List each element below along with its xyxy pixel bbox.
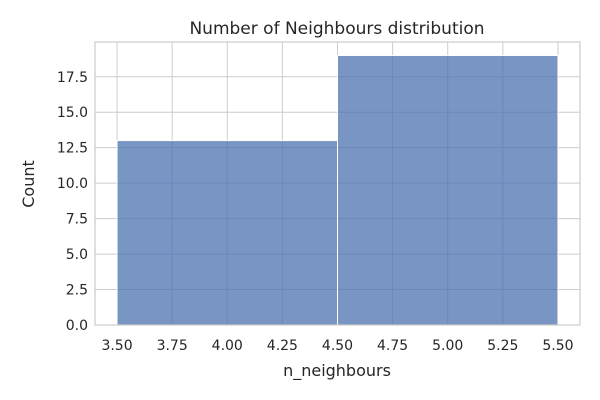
x-tick-label: 4.00 — [212, 338, 243, 354]
x-tick-label: 4.50 — [322, 338, 353, 354]
x-tick-label: 3.75 — [157, 338, 188, 354]
y-tick-label: 5.0 — [66, 247, 88, 263]
y-tick-label: 0.0 — [66, 318, 88, 334]
x-tick-label: 3.50 — [101, 338, 132, 354]
histogram-bar — [337, 54, 559, 326]
x-tick-labels: 3.50 3.75 4.00 4.25 4.50 4.75 5.00 5.25 5.50 — [101, 338, 573, 354]
y-tick-label: 12.5 — [57, 141, 88, 157]
chart-title: Number of Neighbours distribution — [189, 19, 484, 39]
histogram-bar — [116, 140, 338, 326]
y-tick-labels: 0.0 2.5 5.0 7.5 10.0 12.5 15.0 17.5 — [57, 70, 88, 334]
x-tick-label: 4.25 — [267, 338, 298, 354]
x-tick-label: 5.50 — [542, 338, 573, 354]
x-tick-label: 4.75 — [377, 338, 408, 354]
x-axis-label: n_neighbours — [283, 361, 391, 381]
histogram-bars — [116, 54, 559, 326]
y-tick-label: 17.5 — [57, 70, 88, 86]
plot-frame — [94, 41, 581, 326]
x-tick-label: 5.25 — [487, 338, 518, 354]
x-tick-label: 5.00 — [432, 338, 463, 354]
y-axis-label: Count — [19, 160, 38, 208]
y-tick-label: 7.5 — [66, 212, 88, 228]
y-tick-label: 15.0 — [57, 105, 88, 121]
y-tick-label: 10.0 — [57, 176, 88, 192]
y-tick-label: 2.5 — [66, 283, 88, 299]
